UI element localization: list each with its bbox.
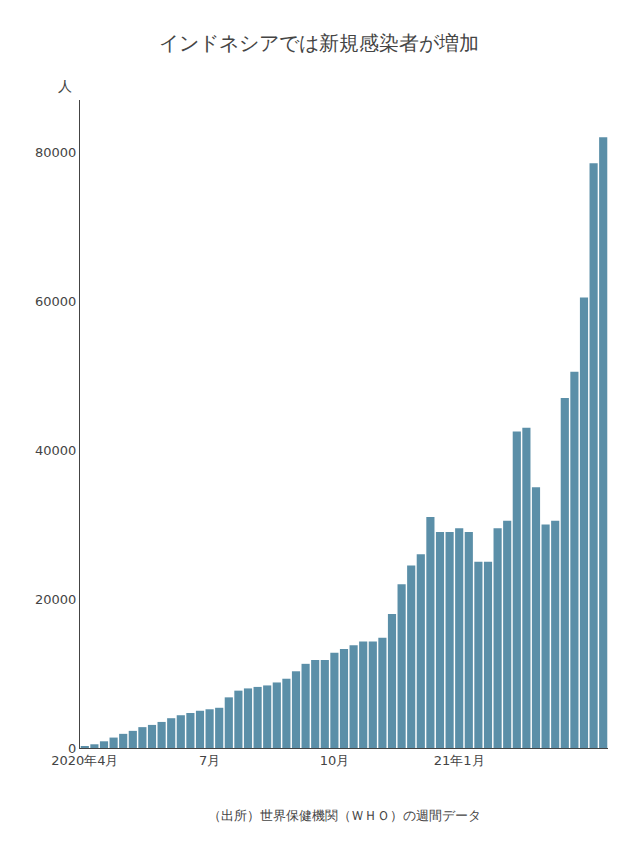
svg-text:80000: 80000 xyxy=(35,145,76,160)
svg-text:7月: 7月 xyxy=(199,753,220,768)
svg-text:インドネシアでは新規感染者が増加: インドネシアでは新規感染者が増加 xyxy=(159,31,479,55)
svg-text:10月: 10月 xyxy=(320,753,350,768)
svg-text:40000: 40000 xyxy=(35,443,76,458)
svg-text:60000: 60000 xyxy=(35,294,76,309)
svg-text:20000: 20000 xyxy=(35,592,76,607)
svg-text:2020年4月: 2020年4月 xyxy=(51,753,118,768)
svg-text:（出所）世界保健機関（ＷＨＯ）の週間データ: （出所）世界保健機関（ＷＨＯ）の週間データ xyxy=(208,808,481,823)
svg-text:21年1月: 21年1月 xyxy=(434,753,485,768)
svg-text:人: 人 xyxy=(58,78,72,94)
svg-text:0: 0 xyxy=(68,741,76,756)
